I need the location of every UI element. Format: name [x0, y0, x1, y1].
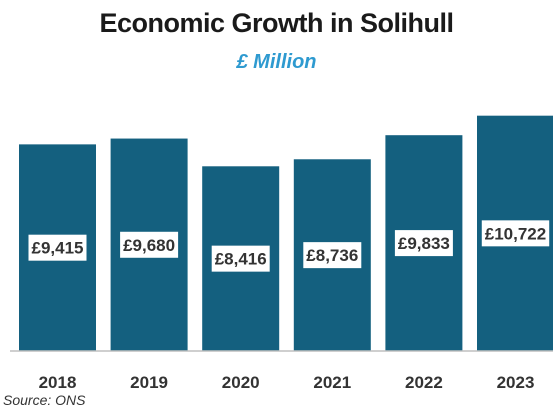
x-tick-2021: 2021	[313, 373, 351, 392]
data-label-box	[481, 220, 550, 247]
source-note: Source: ONS	[3, 392, 86, 408]
data-label-text: £8,736	[306, 246, 358, 265]
x-tick-2022: 2022	[405, 373, 443, 392]
data-label-box	[303, 242, 362, 269]
data-label-box	[394, 230, 453, 257]
data-label-2019: £9,680	[120, 231, 179, 258]
data-labels-layer: £9,415 £9,680 £8,416 £8,736 £9,833 £10,722	[28, 220, 550, 272]
chart-subtitle: £ Million	[236, 51, 317, 73]
chart-title: Economic Growth in Solihull	[99, 8, 454, 38]
x-tick-2023: 2023	[497, 373, 535, 392]
data-label-box	[120, 231, 179, 258]
bars-layer	[19, 115, 553, 352]
data-label-2021: £8,736	[303, 242, 362, 269]
x-tick-2018: 2018	[39, 373, 77, 392]
data-label-text: £9,680	[123, 236, 175, 255]
data-label-text: £8,416	[215, 250, 267, 269]
data-label-text: £9,833	[398, 234, 450, 253]
data-label-2023: £10,722	[481, 220, 550, 247]
x-tick-2020: 2020	[222, 373, 260, 392]
data-label-2020: £8,416	[211, 245, 270, 272]
data-label-2022: £9,833	[394, 230, 453, 257]
data-label-text: £9,415	[32, 239, 84, 258]
data-label-text: £10,722	[485, 224, 546, 243]
data-label-box	[211, 245, 270, 272]
data-label-box	[28, 234, 87, 261]
x-tick-2019: 2019	[130, 373, 168, 392]
x-tick-labels: 2018 2019 2020 2021 2022 2023	[39, 373, 535, 392]
data-label-2018: £9,415	[28, 234, 87, 261]
